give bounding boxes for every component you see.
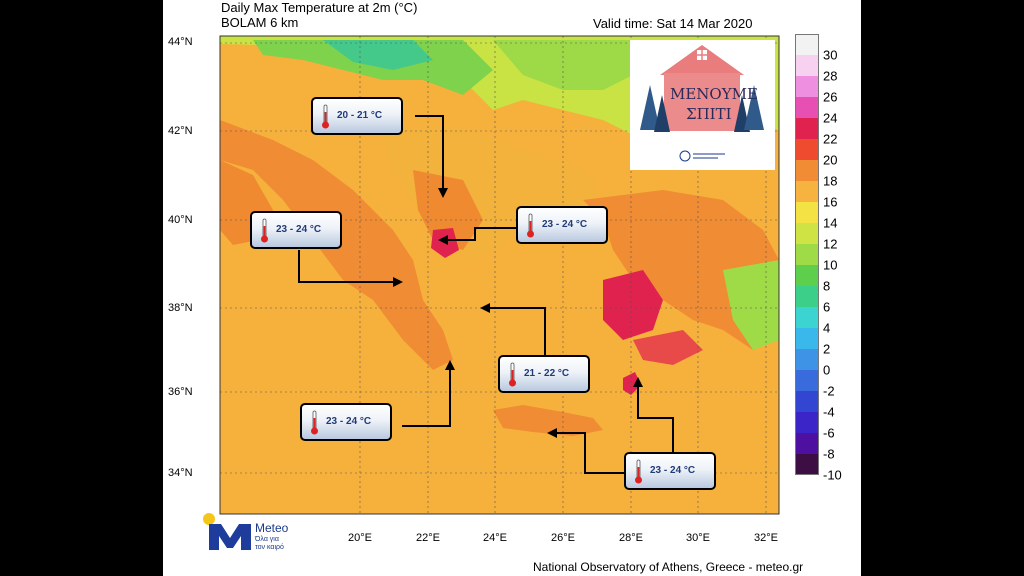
colorbar-swatch [795,118,819,139]
colorbar-label: 16 [823,194,838,210]
annotation-thessaly: 23 - 24 °C [516,206,608,244]
thermometer-icon [261,218,268,243]
lat-tick-42: 42°N [168,125,193,137]
annotation-label: 23 - 24 °C [276,224,322,235]
colorbar-swatch [795,55,819,76]
lat-tick-40: 40°N [168,214,193,226]
colorbar-swatch [795,202,819,223]
thermometer-icon [311,410,318,435]
stay-home-badge: ΜΕΝΟΥΜΕ ΣΠΙΤΙ [630,40,775,170]
colorbar-swatch [795,328,819,349]
colorbar-label: 30 [823,47,838,63]
annotation-attica: 21 - 22 °C [498,355,590,393]
colorbar-label: -2 [823,383,835,399]
annotation-label: 21 - 22 °C [524,368,570,379]
colorbar-swatch [795,139,819,160]
footer-credit: National Observatory of Athens, Greece -… [533,560,804,574]
thermometer-icon [322,104,329,129]
annotation-label: 23 - 24 °C [326,416,372,427]
logo-tagline-2: τον καιρό [255,544,284,551]
lat-tick-34: 34°N [168,467,193,479]
colorbar-label: 4 [823,320,831,336]
thermometer-icon [509,362,516,387]
colorbar-swatch [795,307,819,328]
logo-tagline-1: Όλα για [255,536,279,543]
colorbar-label: 20 [823,152,838,168]
lon-tick-26: 26°E [551,532,575,544]
lon-tick-24: 24°E [483,532,507,544]
colorbar-swatch [795,412,819,433]
colorbar-swatch [795,97,819,118]
colorbar-label: 22 [823,131,838,147]
colorbar-label: 8 [823,278,831,294]
colorbar-label: 28 [823,68,838,84]
lon-tick-30: 30°E [686,532,710,544]
colorbar-label: 10 [823,257,838,273]
lon-tick-22: 22°E [416,532,440,544]
colorbar-swatch [795,223,819,244]
logo-name: Meteo [255,521,289,535]
colorbar-label: 18 [823,173,838,189]
valid-time: Valid time: Sat 14 Mar 2020 [593,16,753,31]
colorbar-swatch [795,76,819,97]
thermometer-icon [527,213,534,238]
campaign-line2: ΣΠΙΤΙ [686,105,732,123]
colorbar-label: 2 [823,341,831,357]
lon-tick-20: 20°E [348,532,372,544]
map-title: Daily Max Temperature at 2m (°C) [221,0,418,15]
colorbar-swatch [795,433,819,454]
lat-tick-38: 38°N [168,302,193,314]
model-name: BOLAM 6 km [221,15,299,30]
colorbar-label: -8 [823,446,835,462]
annotation-western-greece: 23 - 24 °C [250,211,342,249]
lat-tick-44: 44°N [168,36,193,48]
colorbar-swatch [795,181,819,202]
annotation-western-macedonia: 20 - 21 °C [311,97,403,135]
lon-tick-28: 28°E [619,532,643,544]
colorbar-swatch [795,244,819,265]
colorbar-swatch [795,286,819,307]
colorbar-label: 14 [823,215,838,231]
colorbar-label: 12 [823,236,838,252]
annotation-label: 23 - 24 °C [650,465,696,476]
colorbar-label: 26 [823,89,838,105]
lat-tick-36: 36°N [168,386,193,398]
annotation-label: 23 - 24 °C [542,219,588,230]
campaign-line1: ΜΕΝΟΥΜΕ [670,85,758,103]
colorbar-swatch [795,391,819,412]
colorbar-label: 0 [823,362,831,378]
colorbar-swatch [795,265,819,286]
lon-tick-32: 32°E [754,532,778,544]
colorbar-swatch [795,34,819,55]
annotation-label: 20 - 21 °C [337,110,383,121]
colorbar-label: -4 [823,404,835,420]
colorbar-swatch [795,160,819,181]
colorbar-swatch [795,370,819,391]
colorbar-swatch [795,454,819,475]
colorbar-label: 24 [823,110,838,126]
forecast-panel: Daily Max Temperature at 2m (°C) BOLAM 6… [163,0,861,576]
annotation-peloponnese: 23 - 24 °C [300,403,392,441]
meteo-logo-icon [203,513,251,550]
colorbar-label: -6 [823,425,835,441]
colorbar-swatch [795,349,819,370]
thermometer-icon [635,459,642,484]
annotation-dodecanese: 23 - 24 °C [624,452,716,490]
colorbar-label: -10 [823,467,842,483]
colorbar-label: 6 [823,299,831,315]
house-illustration [640,45,764,162]
